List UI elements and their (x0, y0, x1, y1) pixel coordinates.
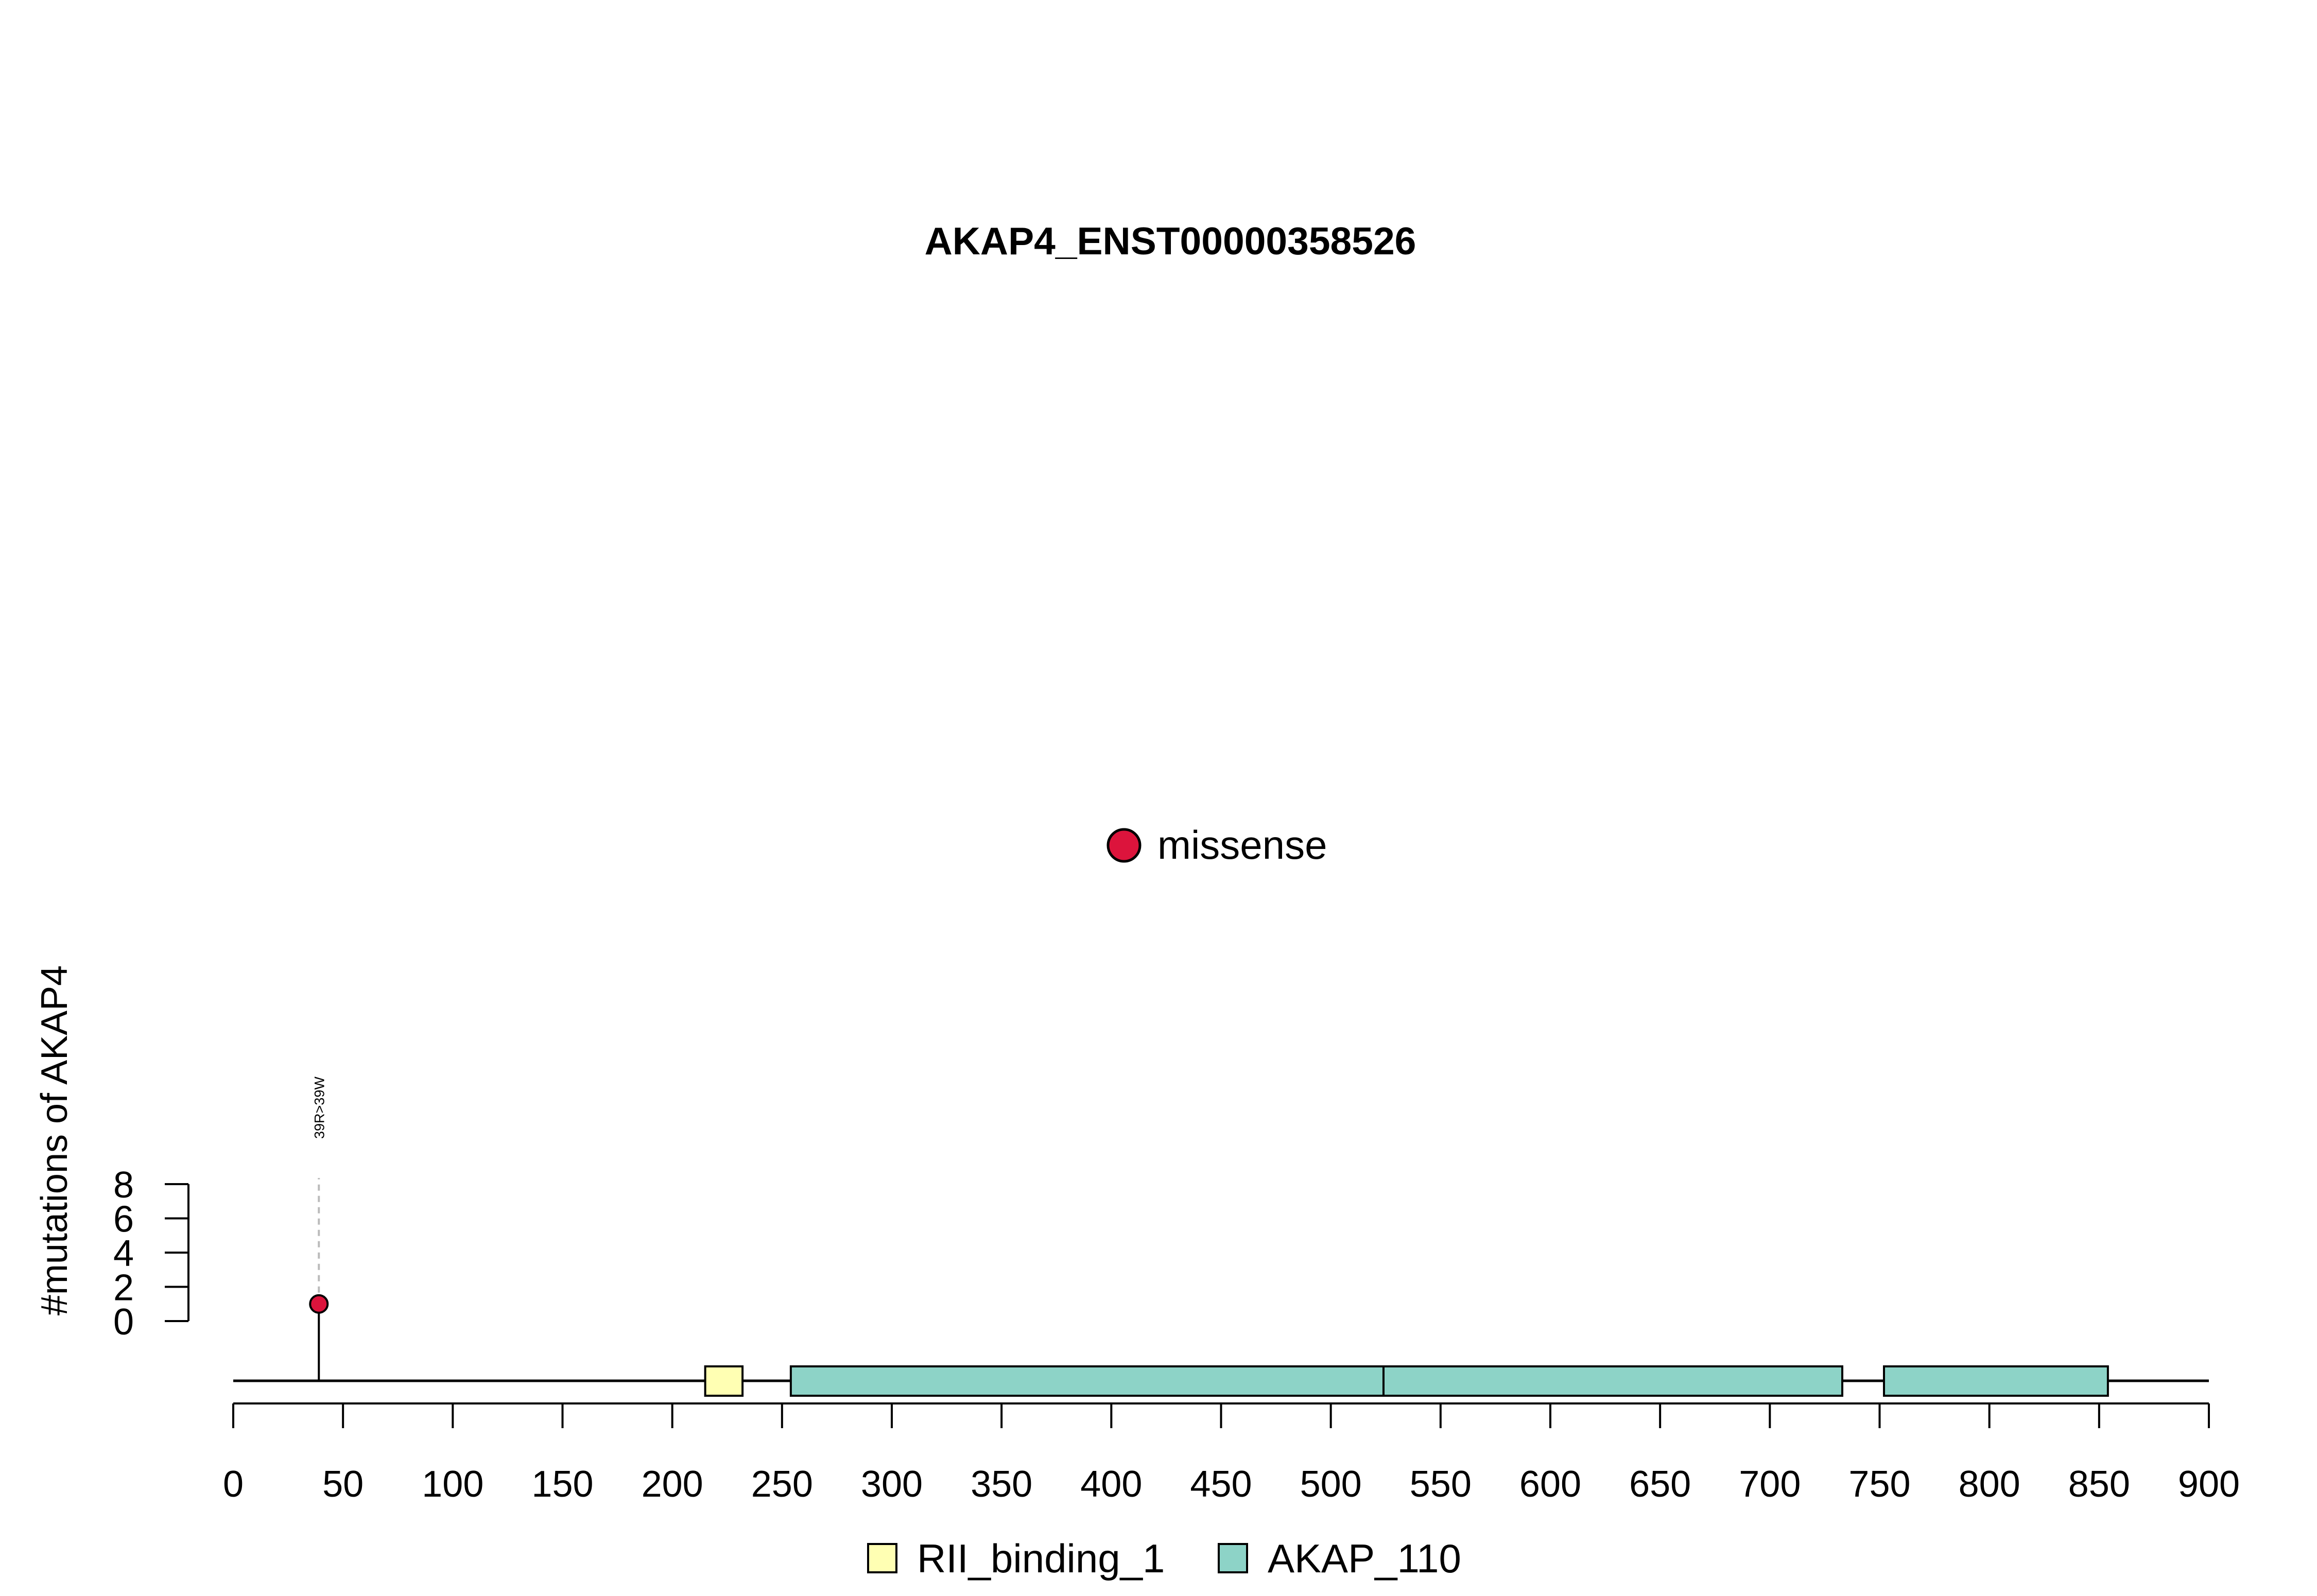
y-tick-label-8: 8 (113, 1165, 134, 1206)
x-tick-label-400: 400 (1080, 1464, 1142, 1505)
x-tick-label-850: 850 (2068, 1464, 2130, 1505)
x-tick-label-0: 0 (223, 1464, 244, 1505)
x-tick-label-500: 500 (1300, 1464, 1362, 1505)
x-tick-label-550: 550 (1410, 1464, 1472, 1505)
y-axis-label: #mutations of AKAP4 (34, 965, 75, 1315)
x-tick-label-250: 250 (751, 1464, 813, 1505)
legend-label-RII_binding_1: RII_binding_1 (917, 1536, 1165, 1581)
x-tick-label-350: 350 (971, 1464, 1032, 1505)
lollipops: 39R>39W (309, 1077, 329, 1381)
x-tick-label-600: 600 (1519, 1464, 1581, 1505)
x-tick-label-50: 50 (322, 1464, 364, 1505)
legend-label-missense: missense (1157, 822, 1327, 868)
y-tick-label-6: 6 (113, 1199, 134, 1240)
domain-RII_binding_1-0 (704, 1365, 744, 1397)
legend-swatch-AKAP_110 (1218, 1543, 1248, 1573)
x-tick-label-800: 800 (1959, 1464, 2020, 1505)
legend-swatch-RII_binding_1 (867, 1543, 897, 1573)
domain-AKAP_110-2 (1382, 1365, 1844, 1397)
domain-AKAP_110-1 (789, 1365, 1385, 1397)
legend-marker-missense (1106, 828, 1142, 863)
x-tick-label-150: 150 (531, 1464, 593, 1505)
x-tick-label-300: 300 (861, 1464, 923, 1505)
domain-legend: RII_binding_1 AKAP_110 (867, 1536, 1461, 1581)
mutation-label-0: 39R>39W (312, 1077, 327, 1139)
y-tick-label-2: 2 (113, 1268, 134, 1309)
y-tick-label-4: 4 (113, 1233, 134, 1274)
protein-track (233, 1365, 2209, 1397)
y-tick-label-0: 0 (113, 1302, 134, 1343)
x-tick-label-100: 100 (422, 1464, 483, 1505)
x-tick-label-650: 650 (1629, 1464, 1691, 1505)
x-tick-label-750: 750 (1848, 1464, 1910, 1505)
chart-title: AKAP4_ENST00000358526 (925, 219, 1416, 263)
legend-label-AKAP_110: AKAP_110 (1268, 1536, 1461, 1581)
x-tick-label-900: 900 (2178, 1464, 2240, 1505)
x-axis: 0 50 100 150 200 250 300 350 400 450 500 550 600 650 7… (223, 1402, 2240, 1505)
mutation-legend: missense (1106, 822, 1327, 868)
x-tick-label-450: 450 (1190, 1464, 1252, 1505)
domain-AKAP_110-3 (1883, 1365, 2109, 1397)
x-tick-label-700: 700 (1739, 1464, 1801, 1505)
x-tick-label-200: 200 (642, 1464, 703, 1505)
mutation-point-0 (309, 1294, 329, 1314)
